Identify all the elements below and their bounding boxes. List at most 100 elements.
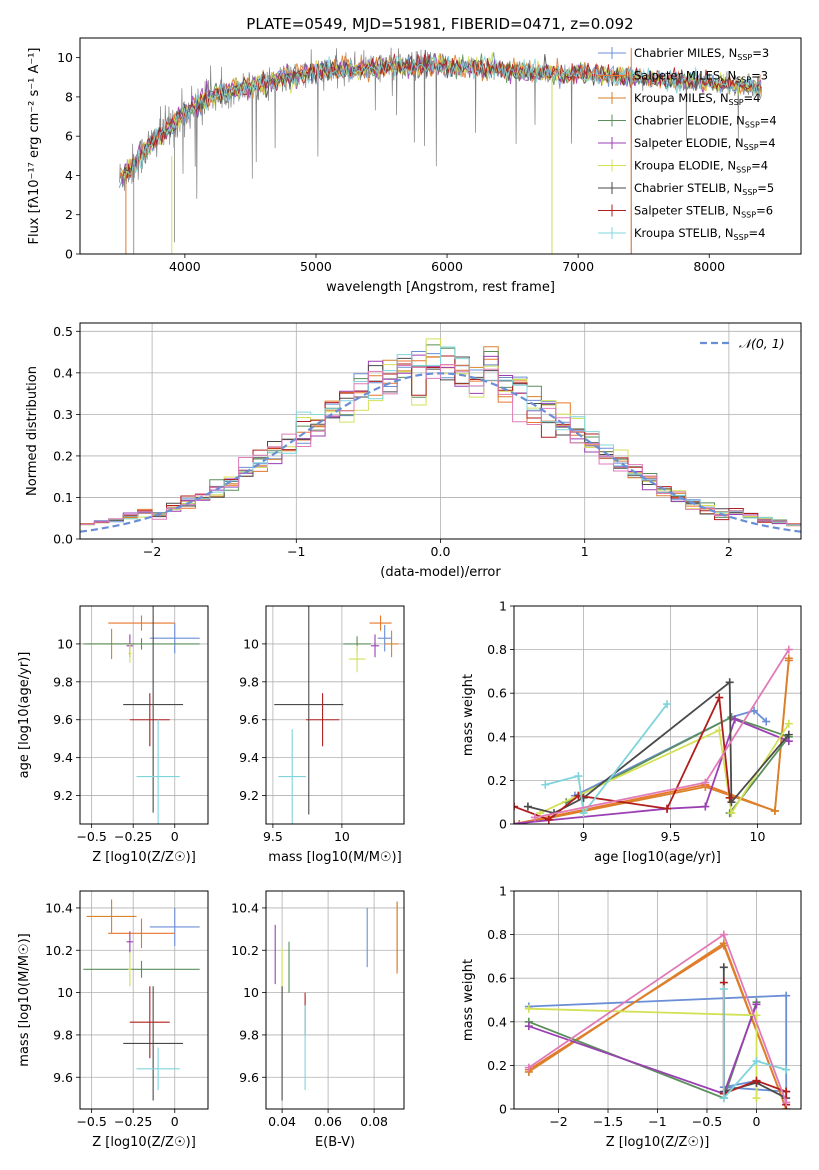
- legend-label: 𝒩(0, 1): [739, 336, 785, 351]
- mass-weight-marker: [523, 802, 532, 811]
- x-tick-label: −2: [549, 1114, 567, 1129]
- y-tick-label: 0: [65, 247, 73, 262]
- mass-weight-marker: [515, 820, 524, 824]
- x-tick-label: −0.5: [692, 1114, 722, 1129]
- mass-weight-marker: [752, 1076, 761, 1085]
- y-tick-label: 10.4: [231, 900, 259, 915]
- y-tick-label: 0.4: [487, 1014, 507, 1029]
- y-tick-label: 9.2: [239, 788, 259, 803]
- y-tick-label: 9.6: [239, 1070, 259, 1085]
- y-tick-label: 10.4: [45, 900, 73, 915]
- y-tick-label: 10: [57, 636, 73, 651]
- y-axis-label: mass weight: [461, 959, 476, 1041]
- axes-frame: [513, 605, 802, 825]
- x-tick-label: −0.5: [76, 829, 106, 844]
- x-tick-label: −0.25: [114, 1114, 152, 1129]
- mass-weight-marker: [701, 778, 710, 787]
- mass-weight-marker: [782, 1065, 791, 1074]
- legend-label: Salpeter STELIB, NSSP=6: [634, 204, 773, 220]
- y-tick-label: 9.6: [239, 712, 259, 727]
- y-tick-label: 9.6: [53, 712, 73, 727]
- y-tick-label: 9.2: [53, 788, 73, 803]
- plot-area: [118, 47, 763, 254]
- mass-weight-marker: [579, 809, 588, 818]
- legend-label: Kroupa STELIB, NSSP=4: [634, 226, 765, 242]
- y-tick-label: 10: [243, 985, 259, 1000]
- y-tick-label: 9.8: [53, 674, 73, 689]
- mass-weight-marker: [719, 1094, 728, 1103]
- y-tick-label: 0: [499, 817, 507, 832]
- plot-area: [514, 645, 793, 824]
- mass-weight-marker: [752, 1094, 761, 1103]
- mass-weight-marker: [770, 806, 779, 815]
- y-tick-label: 9.8: [239, 1027, 259, 1042]
- y-tick-label: 10: [57, 985, 73, 1000]
- model-spectrum: [124, 55, 763, 178]
- y-axis-label: mass [log10(M/M☉)]: [17, 933, 32, 1066]
- x-tick-label: 9.5: [263, 829, 283, 844]
- y-axis-label: Normed distribution: [25, 366, 40, 496]
- y-tick-label: 0.8: [487, 927, 507, 942]
- plot-area: [274, 901, 398, 1101]
- mass-weight-marker: [719, 963, 728, 972]
- mass-weight-marker: [524, 1022, 533, 1031]
- y-tick-label: 1: [499, 599, 507, 614]
- mass-weight-marker: [727, 809, 736, 818]
- mass-weight-marker: [784, 645, 793, 654]
- mass-weight-marker: [524, 1063, 533, 1072]
- x-axis-label: Z [log10(Z/Z☉)]: [92, 1135, 196, 1150]
- y-axis-label: Flux [fλ10⁻¹⁷ erg cm⁻² s⁻¹ A⁻¹]: [27, 48, 42, 245]
- y-tick-label: 10.2: [45, 943, 73, 958]
- x-tick-label: 0: [752, 1114, 760, 1129]
- mass-weight-marker: [514, 802, 518, 811]
- legend: 𝒩(0, 1): [700, 336, 785, 351]
- mass-weight-marker: [541, 780, 550, 789]
- mass-weight-marker: [762, 717, 771, 726]
- y-tick-label: 0.4: [487, 729, 507, 744]
- y-tick-label: 0.8: [487, 642, 507, 657]
- x-axis-label: mass [log10(M/M☉)]: [268, 850, 401, 865]
- x-tick-label: −2: [143, 544, 161, 559]
- x-tick-label: −1: [648, 1114, 666, 1129]
- mass-weight-marker: [752, 1057, 761, 1066]
- y-tick-label: 0.6: [487, 971, 507, 986]
- plot-area: [83, 606, 200, 824]
- axes-frame: [79, 890, 209, 1110]
- x-axis-label: E(B-V): [315, 1135, 355, 1150]
- x-tick-label: 9.5: [661, 829, 681, 844]
- x-tick-label: 8000: [693, 259, 725, 274]
- y-tick-label: 4: [65, 168, 73, 183]
- plot-area: [83, 899, 200, 1101]
- mass-weight-marker: [782, 991, 791, 1000]
- plot-area: [524, 930, 791, 1109]
- x-tick-label: 0.04: [268, 1114, 296, 1129]
- x-tick-label: 6000: [431, 259, 463, 274]
- panel-massweight-vs-age: 9 9.5 10 0 0.2 0.4 0.6 0.8 1 age [log10(age/yr)] m…: [461, 599, 802, 865]
- mass-weight-marker: [663, 700, 672, 709]
- axes-frame: [79, 322, 802, 540]
- mass-weight-marker: [784, 730, 793, 739]
- x-tick-label: 0.08: [360, 1114, 388, 1129]
- x-tick-label: 0: [171, 829, 179, 844]
- x-axis-label: Z [log10(Z/Z☉)]: [92, 850, 196, 865]
- mass-weight-marker: [574, 772, 583, 781]
- y-tick-label: 10: [57, 50, 73, 65]
- y-tick-label: 9.4: [53, 750, 73, 765]
- mass-weight-line: [545, 703, 668, 816]
- panel-spectrum: 4000 5000 6000 7000 8000 0 2 4 6 8 10 wavelength [A…: [27, 37, 802, 295]
- y-axis-label: mass weight: [461, 674, 476, 756]
- plot-area: [274, 606, 399, 824]
- mass-weight-line: [565, 716, 791, 814]
- x-axis-label: wavelength [Angstrom, rest frame]: [326, 280, 555, 295]
- y-tick-label: 0.2: [487, 1058, 507, 1073]
- y-tick-label: 10.2: [231, 943, 259, 958]
- x-axis-label: (data-model)/error: [380, 565, 501, 580]
- y-tick-label: 9.8: [239, 674, 259, 689]
- legend: Chabrier MILES, NSSP=3 Salpeter MILES, NS…: [598, 46, 777, 242]
- legend-label: Chabrier MILES, NSSP=3: [634, 46, 769, 62]
- residual-histogram: [80, 346, 801, 526]
- x-tick-label: 5000: [300, 259, 332, 274]
- mass-weight-marker: [730, 715, 739, 724]
- y-tick-label: 0.0: [53, 532, 73, 547]
